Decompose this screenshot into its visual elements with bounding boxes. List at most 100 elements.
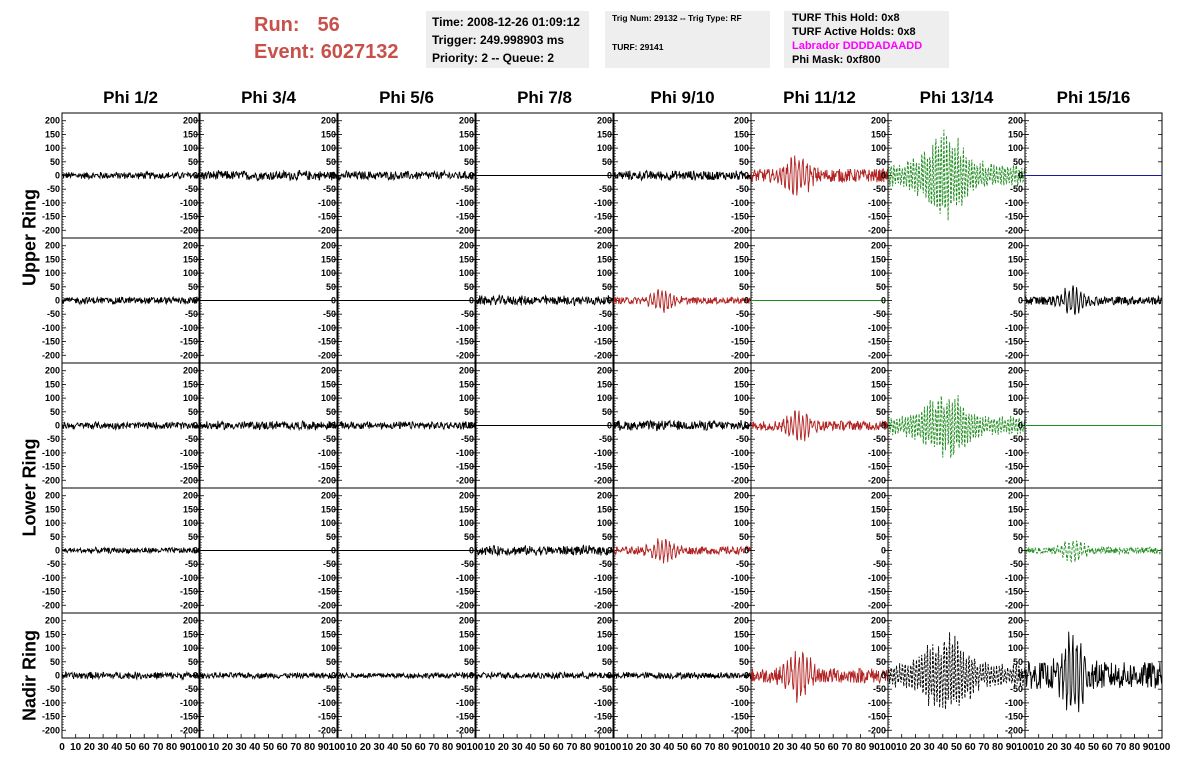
y-tick-label: 100: [597, 518, 612, 528]
y-tick-label: 0: [469, 546, 474, 556]
y-tick-label: -150: [456, 337, 474, 347]
y-tick-label: 150: [871, 629, 886, 639]
x-tick-label: 40: [525, 742, 537, 753]
y-tick-label: 100: [183, 643, 198, 653]
waveform-r4-c7: [1024, 631, 1163, 713]
y-tick-label: -150: [42, 587, 60, 597]
y-tick-label: 0: [881, 421, 886, 431]
y-tick-label: 200: [871, 366, 886, 376]
waveform-r3-c7: [1024, 540, 1163, 564]
x-tick-label: 20: [636, 742, 648, 753]
y-tick-label: -100: [868, 698, 886, 708]
y-tick-label: -150: [42, 712, 60, 722]
phi-header-5: Phi 9/10: [650, 88, 715, 107]
y-tick-label: -150: [731, 462, 749, 472]
y-tick-label: -50: [185, 184, 198, 194]
y-tick-label: -150: [594, 212, 612, 222]
x-tick-label: 10: [1033, 742, 1045, 753]
waveform-r0-c2: [337, 169, 476, 182]
y-tick-label: 100: [321, 643, 336, 653]
y-tick-label: -150: [42, 462, 60, 472]
y-tick-label: 100: [321, 143, 336, 153]
y-tick-label: 200: [734, 116, 749, 126]
x-tick-label: 80: [442, 742, 454, 753]
y-tick-label: -50: [1010, 309, 1023, 319]
x-tick-label: 10: [896, 742, 908, 753]
y-tick-label: -150: [1005, 337, 1023, 347]
y-tick-label: 200: [183, 491, 198, 501]
y-tick-label: 200: [321, 491, 336, 501]
y-tick-label: -100: [456, 698, 474, 708]
y-tick-label: 50: [326, 157, 336, 167]
y-tick-label: 150: [321, 254, 336, 264]
y-tick-label: 0: [881, 296, 886, 306]
y-tick-label: 100: [871, 143, 886, 153]
x-tick-label: 60: [415, 742, 427, 753]
y-tick-label: -200: [456, 600, 474, 610]
y-tick-label: 200: [1008, 366, 1023, 376]
y-tick-label: -100: [180, 448, 198, 458]
phi-header-7: Phi 13/14: [919, 88, 994, 107]
x-tick-label: 30: [1061, 742, 1073, 753]
x-tick-label: 20: [360, 742, 372, 753]
y-tick-label: 150: [597, 129, 612, 139]
y-tick-label: 150: [597, 629, 612, 639]
y-tick-label: 50: [188, 657, 198, 667]
y-tick-label: -50: [1010, 434, 1023, 444]
y-tick-label: -100: [594, 448, 612, 458]
y-tick-label: 100: [1008, 393, 1023, 403]
y-tick-label: 200: [183, 241, 198, 251]
y-tick-label: 100: [45, 643, 60, 653]
x-tick-label: 50: [951, 742, 963, 753]
y-tick-label: 150: [183, 504, 198, 514]
turf-info-box: TURF This Hold: 0x8 TURF Active Holds: 0…: [784, 11, 949, 68]
y-tick-label: 150: [597, 504, 612, 514]
y-tick-label: -150: [318, 337, 336, 347]
y-tick-label: 100: [597, 143, 612, 153]
y-tick-label: 0: [469, 171, 474, 181]
waveform-r3-c3: [475, 544, 614, 557]
y-tick-label: 50: [326, 282, 336, 292]
y-tick-label: 50: [50, 407, 60, 417]
y-tick-label: -200: [456, 475, 474, 485]
y-tick-label: -50: [873, 434, 886, 444]
y-tick-label: -150: [868, 337, 886, 347]
x-tick-label: 30: [236, 742, 248, 753]
y-tick-label: -100: [42, 448, 60, 458]
run-label: Run:: [254, 14, 300, 36]
y-tick-label: 100: [871, 643, 886, 653]
x-tick-label: 10: [208, 742, 220, 753]
y-tick-label: -100: [1005, 323, 1023, 333]
y-tick-label: 50: [602, 657, 612, 667]
y-tick-label: 100: [1008, 518, 1023, 528]
y-tick-label: 50: [876, 157, 886, 167]
x-tick-label: 70: [841, 742, 853, 753]
y-tick-label: 150: [45, 504, 60, 514]
y-tick-label: -100: [42, 698, 60, 708]
y-tick-label: -100: [318, 573, 336, 583]
x-tick-label: 30: [924, 742, 936, 753]
y-tick-label: 100: [45, 393, 60, 403]
y-tick-label: -100: [731, 573, 749, 583]
y-tick-label: -150: [456, 212, 474, 222]
y-tick-label: -50: [461, 434, 474, 444]
y-tick-label: -150: [456, 462, 474, 472]
y-tick-label: 0: [331, 546, 336, 556]
x-tick-label: 30: [650, 742, 662, 753]
x-tick-label: 80: [166, 742, 178, 753]
event-value: 6027132: [320, 41, 399, 63]
phi-header-6: Phi 11/12: [783, 88, 856, 107]
y-tick-label: -150: [42, 337, 60, 347]
y-tick-label: -150: [868, 587, 886, 597]
y-tick-label: -100: [594, 323, 612, 333]
y-tick-label: 0: [469, 296, 474, 306]
x-tick-label: 10: [759, 742, 771, 753]
y-tick-label: 100: [321, 393, 336, 403]
y-tick-label: 0: [331, 296, 336, 306]
waveform-r0-c1: [199, 169, 337, 182]
y-tick-label: 50: [602, 157, 612, 167]
event-label: Event:: [254, 41, 316, 63]
y-tick-label: 150: [1008, 254, 1023, 264]
y-tick-label: 50: [739, 282, 749, 292]
y-tick-label: -100: [1005, 698, 1023, 708]
